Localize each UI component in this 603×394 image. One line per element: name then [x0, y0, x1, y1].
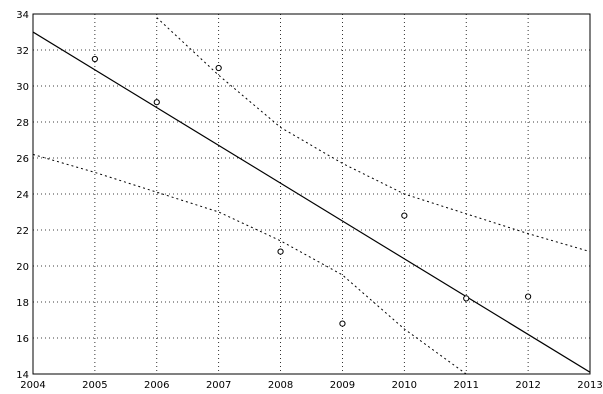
y-tick-label: 24: [16, 190, 29, 201]
x-tick-label: 2007: [206, 380, 231, 391]
y-tick-label: 26: [16, 154, 29, 165]
data-point: [339, 320, 346, 327]
grid-layer: [33, 14, 590, 374]
y-tick-label: 30: [16, 82, 29, 93]
y-tick-label: 20: [16, 262, 29, 273]
plot-frame: [32, 13, 591, 375]
data-point: [401, 212, 408, 219]
x-tick-labels: 2004 2005 2006 2007 2008 2009 2010 2011 2012 2013: [20, 380, 602, 391]
x-tick-label: 2004: [20, 380, 45, 391]
confidence-band-layer: [33, 17, 590, 374]
lower-confidence-line: [33, 153, 467, 374]
x-tick-label: 2006: [144, 380, 169, 391]
data-point: [215, 64, 222, 72]
y-tick-label: 18: [16, 298, 29, 309]
fit-line-layer: [33, 31, 590, 373]
data-point: [91, 55, 98, 63]
data-point: [463, 295, 470, 302]
y-tick-label: 28: [16, 118, 29, 129]
x-tick-label: 2011: [453, 380, 478, 391]
x-tick-label: 2009: [330, 380, 355, 391]
y-tick-label: 16: [16, 334, 29, 345]
y-tick-label: 34: [16, 10, 29, 21]
regression-fit-line: [33, 31, 590, 373]
x-tick-label: 2005: [82, 380, 107, 391]
y-tick-label: 32: [16, 46, 29, 57]
data-points-layer: [91, 55, 532, 327]
x-tick-label: 2008: [268, 380, 293, 391]
y-tick-labels: 14 16 18 20 22 24 26 28 30 32 34: [16, 10, 29, 381]
x-tick-label: 2010: [392, 380, 417, 391]
x-tick-label: 2012: [515, 380, 540, 391]
data-point: [277, 248, 284, 255]
data-point: [525, 293, 532, 300]
data-point: [153, 99, 160, 106]
y-tick-label: 22: [16, 226, 29, 237]
upper-confidence-line: [156, 17, 590, 253]
x-tick-label: 2013: [577, 380, 602, 391]
y-tick-label: 14: [16, 370, 29, 381]
